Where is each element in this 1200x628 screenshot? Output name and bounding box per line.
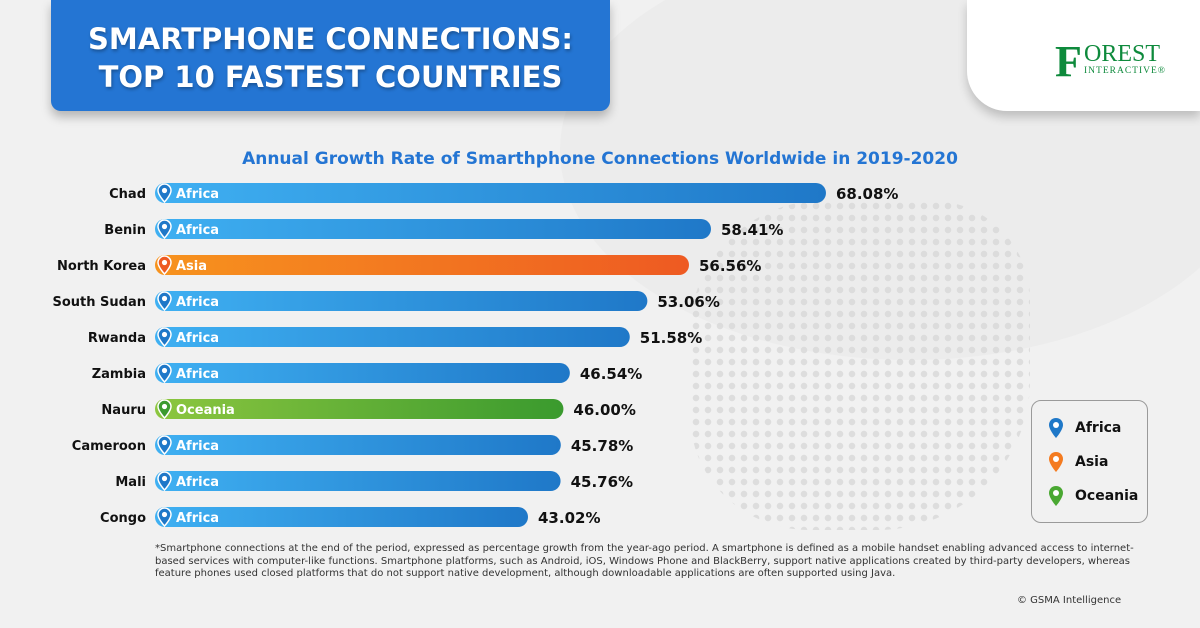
- data-label: 46.54%: [580, 365, 642, 383]
- data-label: 58.41%: [721, 221, 783, 239]
- data-label: 45.78%: [571, 437, 633, 455]
- legend-item-africa: Africa: [1049, 418, 1121, 438]
- category-label: North Korea: [57, 259, 146, 274]
- bar: [155, 219, 711, 239]
- location-pin-icon: [157, 219, 172, 240]
- location-pin-icon: [157, 327, 172, 348]
- title-line-2: TOP 10 FASTEST COUNTRIES: [98, 60, 563, 94]
- region-label: Africa: [176, 475, 219, 490]
- category-label: Chad: [109, 187, 146, 202]
- category-label: Benin: [104, 223, 146, 238]
- region-label: Oceania: [176, 403, 235, 418]
- legend-item-oceania: Oceania: [1049, 486, 1138, 506]
- data-label: 51.58%: [640, 329, 702, 347]
- header-title: SMARTPHONE CONNECTIONS: TOP 10 FASTEST C…: [51, 0, 610, 111]
- forest-interactive-logo: F OREST INTERACTIVE®: [967, 0, 1200, 111]
- footnote: *Smartphone connections at the end of th…: [155, 543, 1134, 579]
- location-pin-icon: [157, 507, 172, 528]
- region-label: Africa: [176, 511, 219, 526]
- category-label: Zambia: [92, 367, 146, 382]
- category-label: Congo: [100, 511, 146, 526]
- africa-pin-icon: [1049, 418, 1063, 438]
- bar: [155, 327, 630, 347]
- region-label: Africa: [176, 187, 219, 202]
- category-label: Nauru: [101, 403, 146, 418]
- category-label: Mali: [115, 475, 146, 490]
- bar: [155, 435, 561, 455]
- category-label: Cameroon: [72, 439, 146, 454]
- region-label: Africa: [176, 367, 219, 382]
- location-pin-icon: [157, 435, 172, 456]
- legend-item-asia: Asia: [1049, 452, 1108, 472]
- data-label: 45.76%: [571, 473, 633, 491]
- bar: [155, 363, 570, 383]
- category-label: Rwanda: [88, 331, 146, 346]
- location-pin-icon: [157, 255, 172, 276]
- bar: [155, 183, 826, 203]
- asia-pin-icon: [1049, 452, 1063, 472]
- location-pin-icon: [157, 363, 172, 384]
- oceania-pin-icon: [1049, 486, 1063, 506]
- bar: [155, 255, 689, 275]
- data-label: 46.00%: [573, 401, 635, 419]
- category-label: South Sudan: [53, 295, 147, 310]
- legend: Africa Asia Oceania: [1031, 400, 1148, 523]
- source: © GSMA Intelligence: [1017, 595, 1122, 606]
- region-label: Asia: [176, 259, 207, 274]
- location-pin-icon: [157, 399, 172, 420]
- location-pin-icon: [157, 291, 172, 312]
- region-label: Africa: [176, 439, 219, 454]
- chart-title: Annual Growth Rate of Smarthphone Connec…: [242, 149, 958, 169]
- location-pin-icon: [157, 471, 172, 492]
- region-label: Africa: [176, 331, 219, 346]
- data-label: 53.06%: [657, 293, 719, 311]
- data-label: 68.08%: [836, 185, 898, 203]
- bar: [155, 471, 561, 491]
- world-map-dots: [690, 200, 1030, 530]
- region-label: Africa: [176, 295, 219, 310]
- location-pin-icon: [157, 183, 172, 204]
- bar: [155, 507, 528, 527]
- bar: [155, 399, 564, 419]
- data-label: 43.02%: [538, 509, 600, 527]
- title-line-1: SMARTPHONE CONNECTIONS:: [88, 22, 573, 56]
- region-label: Africa: [176, 223, 219, 238]
- data-label: 56.56%: [699, 257, 761, 275]
- bar: [155, 291, 648, 311]
